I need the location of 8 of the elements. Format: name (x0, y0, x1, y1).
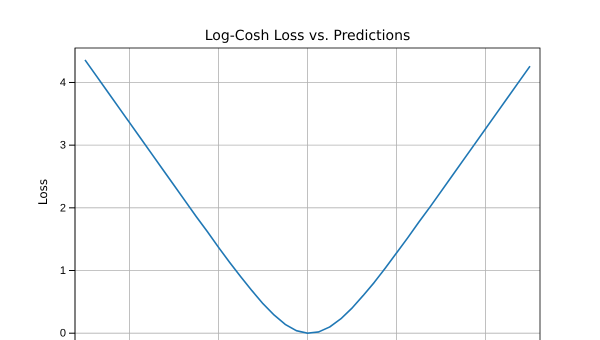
chart-title: Log-Cosh Loss vs. Predictions (204, 28, 410, 44)
y-tick-label: 2 (60, 202, 66, 214)
line-series (84, 59, 531, 334)
y-axis-title: Loss (36, 178, 50, 206)
y-tick-label: 1 (60, 265, 66, 278)
y-tick-label: 3 (60, 140, 66, 152)
y-tick-label: 0 (60, 328, 66, 340)
y-tick-label: 4 (60, 76, 66, 89)
